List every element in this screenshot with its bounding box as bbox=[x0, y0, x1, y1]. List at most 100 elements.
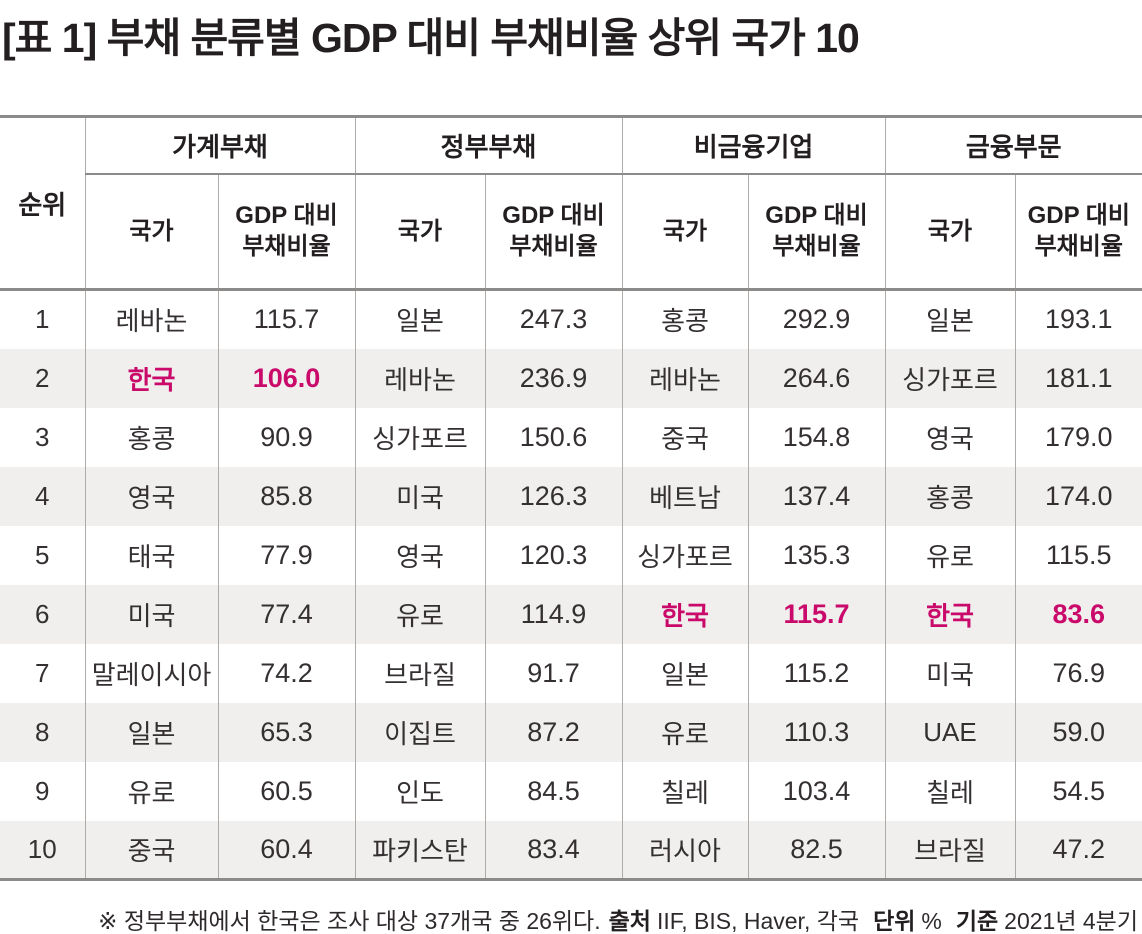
ratio-cell: 154.8 bbox=[747, 407, 886, 467]
rank-cell: 7 bbox=[35, 657, 50, 688]
country-cell: 한국 bbox=[84, 348, 218, 408]
country-cell: 일본 bbox=[84, 702, 218, 762]
country-cell: 영국 bbox=[354, 525, 485, 585]
ratio-cell: 106.0 bbox=[217, 348, 355, 408]
country-cell: 싱가포르 bbox=[621, 525, 748, 585]
country-cell: 미국 bbox=[84, 584, 218, 644]
table-row: 7 말레이시아 74.2 브라질 91.7 일본 115.2 미국 76.9 bbox=[0, 643, 1142, 703]
ratio-header: GDP 대비 부채비율 bbox=[1014, 173, 1142, 291]
ratio-cell: 83.4 bbox=[484, 820, 622, 880]
ratio-cell: 174.0 bbox=[1014, 466, 1142, 526]
ratio-cell: 77.4 bbox=[217, 584, 355, 644]
ratio-cell: 77.9 bbox=[217, 525, 355, 585]
rank-cell: 5 bbox=[35, 539, 50, 570]
ratio-cell: 110.3 bbox=[747, 702, 886, 762]
rank-cell: 10 bbox=[27, 833, 57, 864]
country-cell: 싱가포르 bbox=[354, 407, 485, 467]
table-row: 9 유로 60.5 인도 84.5 칠레 103.4 칠레 54.5 bbox=[0, 761, 1142, 821]
country-cell: 영국 bbox=[884, 407, 1016, 467]
footer-note: ※ 정부부채에서 한국은 조사 대상 37개국 중 26위다. 출처 IIF, BI… bbox=[0, 902, 1142, 934]
ratio-cell: 85.8 bbox=[217, 466, 355, 526]
ratio-cell: 76.9 bbox=[1014, 643, 1142, 703]
ratio-cell: 247.3 bbox=[484, 289, 622, 349]
table-row: 5 태국 77.9 영국 120.3 싱가포르 135.3 유로 115.5 bbox=[0, 525, 1142, 585]
ratio-cell: 59.0 bbox=[1014, 702, 1142, 762]
country-cell: 브라질 bbox=[884, 820, 1016, 880]
country-cell: 레바논 bbox=[621, 348, 748, 408]
rank-cell: 9 bbox=[35, 775, 50, 806]
country-cell: 유로 bbox=[84, 761, 218, 821]
country-header: 국가 bbox=[884, 173, 1016, 291]
ratio-cell: 74.2 bbox=[217, 643, 355, 703]
footnote-text: ※ 정부부채에서 한국은 조사 대상 37개국 중 26위다. bbox=[98, 908, 601, 934]
table-row: 3 홍콩 90.9 싱가포르 150.6 중국 154.8 영국 179.0 bbox=[0, 407, 1142, 467]
group-header-nonfinancial-corp: 비금융기업 bbox=[621, 116, 886, 175]
unit-label: 단위 bbox=[873, 908, 916, 934]
ratio-cell: 150.6 bbox=[484, 407, 622, 467]
table-row: 4 영국 85.8 미국 126.3 베트남 137.4 홍콩 174.0 bbox=[0, 466, 1142, 526]
country-cell: 일본 bbox=[884, 289, 1016, 349]
ratio-cell: 193.1 bbox=[1014, 289, 1142, 349]
ratio-header: GDP 대비 부채비율 bbox=[484, 173, 622, 291]
ratio-cell: 60.5 bbox=[217, 761, 355, 821]
table-row: 1 레바논 115.7 일본 247.3 홍콩 292.9 일본 193.1 bbox=[0, 289, 1142, 349]
group-header-financial-sector: 금융부문 bbox=[884, 116, 1142, 175]
ratio-cell: 292.9 bbox=[747, 289, 886, 349]
country-cell: 일본 bbox=[354, 289, 485, 349]
country-cell: 유로 bbox=[354, 584, 485, 644]
country-cell: 유로 bbox=[884, 525, 1016, 585]
table-row: 8 일본 65.3 이집트 87.2 유로 110.3 UAE 59.0 bbox=[0, 702, 1142, 762]
ratio-cell: 60.4 bbox=[217, 820, 355, 880]
country-cell: 파키스탄 bbox=[354, 820, 485, 880]
table-title: [표 1] 부채 분류별 GDP 대비 부채비율 상위 국가 10 bbox=[2, 15, 860, 61]
country-cell: 홍콩 bbox=[621, 289, 748, 349]
table-row: 6 미국 77.4 유로 114.9 한국 115.7 한국 83.6 bbox=[0, 584, 1142, 644]
country-cell: 브라질 bbox=[354, 643, 485, 703]
ratio-cell: 115.7 bbox=[217, 289, 355, 349]
ratio-cell: 90.9 bbox=[217, 407, 355, 467]
country-cell: 칠레 bbox=[884, 761, 1016, 821]
country-cell: 레바논 bbox=[84, 289, 218, 349]
country-header: 국가 bbox=[354, 173, 485, 291]
source-label: 출처 bbox=[608, 908, 651, 934]
ratio-cell: 120.3 bbox=[484, 525, 622, 585]
group-header-row: 순위 가계부채 정부부채 비금융기업 금융부문 bbox=[0, 116, 1142, 291]
country-cell: 러시아 bbox=[621, 820, 748, 880]
basis-value: 2021년 4분기 bbox=[1004, 908, 1138, 934]
ratio-cell: 87.2 bbox=[484, 702, 622, 762]
ratio-cell: 135.3 bbox=[747, 525, 886, 585]
country-cell: 중국 bbox=[621, 407, 748, 467]
country-cell: 홍콩 bbox=[84, 407, 218, 467]
table-header: 순위 가계부채 정부부채 비금융기업 금융부문 국가 GDP 대비 부채비율 국… bbox=[0, 116, 1142, 291]
rank-header: 순위 bbox=[0, 116, 85, 291]
sub-header-row: 국가 GDP 대비 부채비율 국가 GDP 대비 부채비율 국가 GDP 대비 … bbox=[0, 173, 1142, 291]
rank-cell: 2 bbox=[35, 362, 50, 393]
country-cell: 중국 bbox=[84, 820, 218, 880]
country-header: 국가 bbox=[84, 173, 218, 291]
ratio-header: GDP 대비 부채비율 bbox=[747, 173, 886, 291]
rank-cell: 4 bbox=[35, 480, 50, 511]
group-header-household-debt: 가계부채 bbox=[84, 116, 355, 175]
ratio-cell: 236.9 bbox=[484, 348, 622, 408]
ratio-cell: 103.4 bbox=[747, 761, 886, 821]
ratio-cell: 65.3 bbox=[217, 702, 355, 762]
source-value: IIF, BIS, Haver, 각국 bbox=[656, 908, 860, 934]
country-cell: 한국 bbox=[884, 584, 1016, 644]
ratio-cell: 264.6 bbox=[747, 348, 886, 408]
country-cell: 영국 bbox=[84, 466, 218, 526]
country-cell: 일본 bbox=[621, 643, 748, 703]
country-cell: 칠레 bbox=[621, 761, 748, 821]
country-cell: 미국 bbox=[884, 643, 1016, 703]
country-cell: 이집트 bbox=[354, 702, 485, 762]
ratio-cell: 181.1 bbox=[1014, 348, 1142, 408]
debt-table: 순위 가계부채 정부부채 비금융기업 금융부문 국가 GDP 대비 부채비율 국… bbox=[0, 115, 1142, 881]
table-row: 10 중국 60.4 파키스탄 83.4 러시아 82.5 브라질 47.2 bbox=[0, 820, 1142, 880]
ratio-header: GDP 대비 부채비율 bbox=[217, 173, 355, 291]
rank-cell: 6 bbox=[35, 598, 50, 629]
table-row: 2 한국 106.0 레바논 236.9 레바논 264.6 싱가포르 181.1 bbox=[0, 348, 1142, 408]
ratio-cell: 54.5 bbox=[1014, 761, 1142, 821]
country-cell: 한국 bbox=[621, 584, 748, 644]
country-cell: UAE bbox=[884, 702, 1016, 762]
country-cell: 유로 bbox=[621, 702, 748, 762]
